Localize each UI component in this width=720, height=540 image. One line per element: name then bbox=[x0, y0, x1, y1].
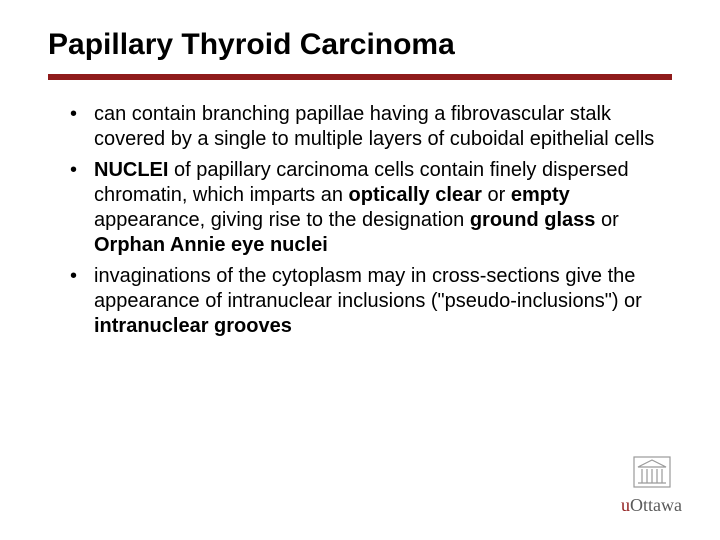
logo-prefix: u bbox=[621, 495, 630, 515]
text-run: or bbox=[595, 209, 618, 231]
logo-name: Ottawa bbox=[630, 495, 682, 515]
bullet-list: can contain branching papillae having a … bbox=[48, 102, 672, 339]
uottawa-logo: uOttawa bbox=[621, 453, 682, 516]
title-underline-rule bbox=[48, 74, 672, 80]
bullet-item: NUCLEI of papillary carcinoma cells cont… bbox=[70, 158, 672, 258]
text-run: invaginations of the cytoplasm may in cr… bbox=[94, 265, 642, 312]
text-run: can contain branching papillae having a … bbox=[94, 103, 654, 150]
slide-title: Papillary Thyroid Carcinoma bbox=[48, 28, 672, 74]
text-run: NUCLEI bbox=[94, 159, 168, 181]
text-run: empty bbox=[511, 184, 570, 206]
bullet-item: can contain branching papillae having a … bbox=[70, 102, 672, 152]
logo-text: uOttawa bbox=[621, 495, 682, 516]
slide: Papillary Thyroid Carcinoma can contain … bbox=[0, 0, 720, 540]
text-run: intranuclear grooves bbox=[94, 315, 292, 337]
text-run: or bbox=[482, 184, 511, 206]
text-run: optically clear bbox=[349, 184, 482, 206]
text-run: appearance, giving rise to the designati… bbox=[94, 209, 470, 231]
text-run: ground glass bbox=[470, 209, 596, 231]
text-run: Orphan Annie eye nuclei bbox=[94, 234, 328, 256]
bullet-item: invaginations of the cytoplasm may in cr… bbox=[70, 264, 672, 339]
building-icon bbox=[630, 453, 674, 491]
